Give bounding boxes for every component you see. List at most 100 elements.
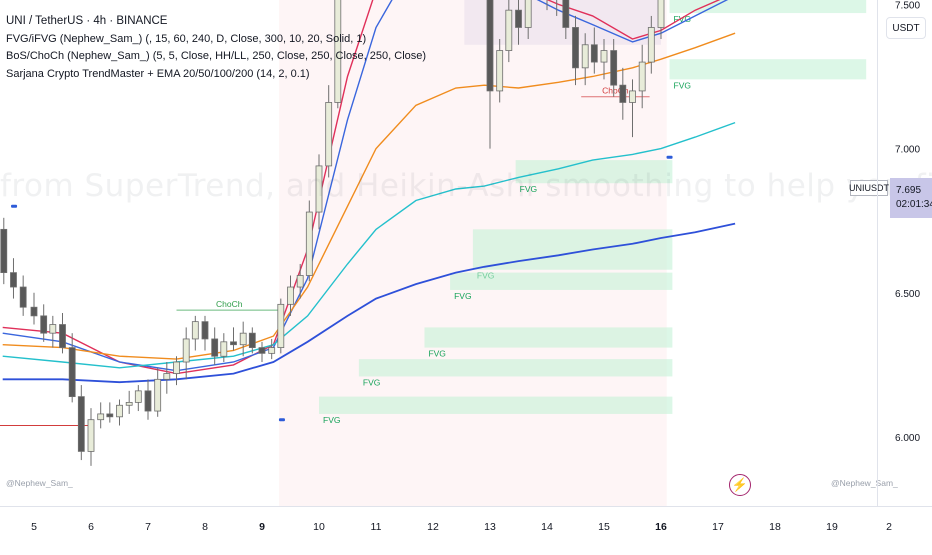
- x-tick-label: 8: [202, 521, 208, 533]
- fvg-box: [515, 160, 673, 184]
- candle-body: [239, 332, 247, 346]
- bar-countdown: 02:01:34: [896, 199, 932, 210]
- x-tick-label: 13: [484, 521, 496, 533]
- x-tick-label: 16: [655, 521, 667, 533]
- candle-body: [106, 413, 114, 418]
- candle-body: [610, 50, 618, 86]
- candle-body: [87, 419, 95, 452]
- candle-body: [30, 306, 38, 317]
- x-tick-label: 18: [769, 521, 781, 533]
- fvg-label: FVG: [674, 80, 691, 90]
- price-axis-divider: [877, 0, 878, 506]
- candle-body: [191, 321, 199, 340]
- symbol-badge: UNIUSDT: [849, 180, 889, 196]
- author-credit-left: @Nephew_Sam_: [6, 478, 73, 488]
- candle-body: [97, 413, 105, 421]
- indicator-trendmaster[interactable]: Sarjana Crypto TrendMaster + EMA 20/50/1…: [6, 67, 310, 80]
- candle-body: [144, 390, 152, 412]
- fvg-label: FVG: [323, 415, 340, 425]
- structure-label: ChoCh: [216, 299, 243, 309]
- candle-body: [524, 0, 532, 28]
- x-tick-label: 11: [371, 521, 382, 533]
- candle-body: [182, 338, 190, 363]
- candle-body: [505, 9, 513, 51]
- structure-label: ChoCh: [602, 86, 629, 96]
- candle-body: [277, 303, 285, 348]
- x-tick-label: 19: [826, 521, 838, 533]
- candle-body: [211, 338, 219, 357]
- candle-body: [40, 315, 48, 334]
- x-tick-label: 9: [259, 521, 265, 533]
- candle-body: [590, 44, 598, 63]
- candle-body: [325, 102, 333, 167]
- fvg-box: [450, 272, 673, 290]
- indicator-fvg[interactable]: FVG/iFVG (Nephew_Sam_) (, 15, 60, 240, D…: [6, 32, 367, 45]
- candle-body: [305, 211, 313, 276]
- candle-body: [19, 286, 27, 308]
- candle-body: [562, 0, 570, 28]
- candle-body: [600, 50, 608, 63]
- candle-body: [10, 272, 17, 288]
- candle-body: [201, 321, 209, 340]
- candle-body: [581, 44, 589, 69]
- x-tick-label: 10: [313, 521, 325, 533]
- author-credit-right: @Nephew_Sam_: [831, 478, 898, 488]
- candle-body: [125, 401, 133, 406]
- fvg-box: [669, 0, 867, 14]
- x-tick-label: 14: [541, 521, 553, 533]
- candle-body: [572, 27, 579, 69]
- candle-body: [163, 373, 171, 380]
- currency-button[interactable]: USDT: [886, 17, 926, 39]
- candle-body: [486, 0, 494, 92]
- candle-body: [116, 404, 123, 418]
- candle-body: [287, 286, 294, 305]
- candle-body: [220, 341, 228, 357]
- candle-body: [638, 61, 646, 92]
- candle-body: [496, 50, 504, 92]
- fvg-label: FVG: [520, 184, 537, 194]
- x-tick-label: 15: [598, 521, 610, 533]
- candle-body: [59, 324, 66, 348]
- symbol-title[interactable]: UNI / TetherUS · 4h · BINANCE: [6, 15, 168, 27]
- candle-body: [657, 0, 665, 28]
- time-axis-divider: [0, 506, 932, 507]
- tradingview-logo-icon[interactable]: ⚡: [729, 474, 751, 496]
- x-tick-label: 5: [31, 521, 37, 533]
- fvg-label: FVG: [454, 291, 471, 301]
- candle-body: [619, 84, 627, 103]
- indicator-bos-choch[interactable]: BoS/ChoCh (Nephew_Sam_) (5, 5, Close, HH…: [6, 50, 427, 62]
- x-tick-label: 7: [145, 521, 151, 533]
- candle-body: [77, 396, 85, 452]
- signal-marker: [666, 155, 673, 159]
- y-tick-label: 6.000: [895, 433, 920, 444]
- signal-marker: [11, 204, 18, 208]
- x-tick-label: 2: [886, 521, 892, 533]
- candle-body: [134, 390, 142, 403]
- fvg-label: FVG: [428, 349, 445, 359]
- candle-body: [49, 324, 57, 334]
- fvg-box: [424, 327, 673, 348]
- candle-body: [334, 0, 342, 103]
- price-badge: 7.695 02:01:34: [890, 178, 932, 218]
- x-tick-label: 17: [712, 521, 724, 533]
- candle-body: [68, 347, 76, 398]
- candle-body: [230, 341, 237, 346]
- candle-body: [629, 90, 636, 103]
- fvg-label: FVG: [674, 14, 691, 24]
- candle-body: [515, 9, 522, 28]
- signal-marker: [278, 418, 285, 422]
- candle-body: [258, 347, 266, 354]
- candle-body: [315, 165, 323, 213]
- y-tick-label: 6.500: [895, 289, 920, 300]
- fvg-box: [319, 396, 673, 414]
- fvg-box: [358, 359, 673, 377]
- x-tick-label: 6: [88, 521, 94, 533]
- candle-body: [268, 347, 276, 354]
- candle-body: [154, 378, 162, 412]
- candle-body: [296, 275, 304, 288]
- indicator-watermark: from SuperTrend, and Heikin-Ashi smoothi…: [0, 168, 932, 204]
- fvg-label: FVG: [363, 377, 380, 387]
- chart-legend: UNI / TetherUS · 4h · BINANCE FVG/iFVG (…: [6, 13, 426, 83]
